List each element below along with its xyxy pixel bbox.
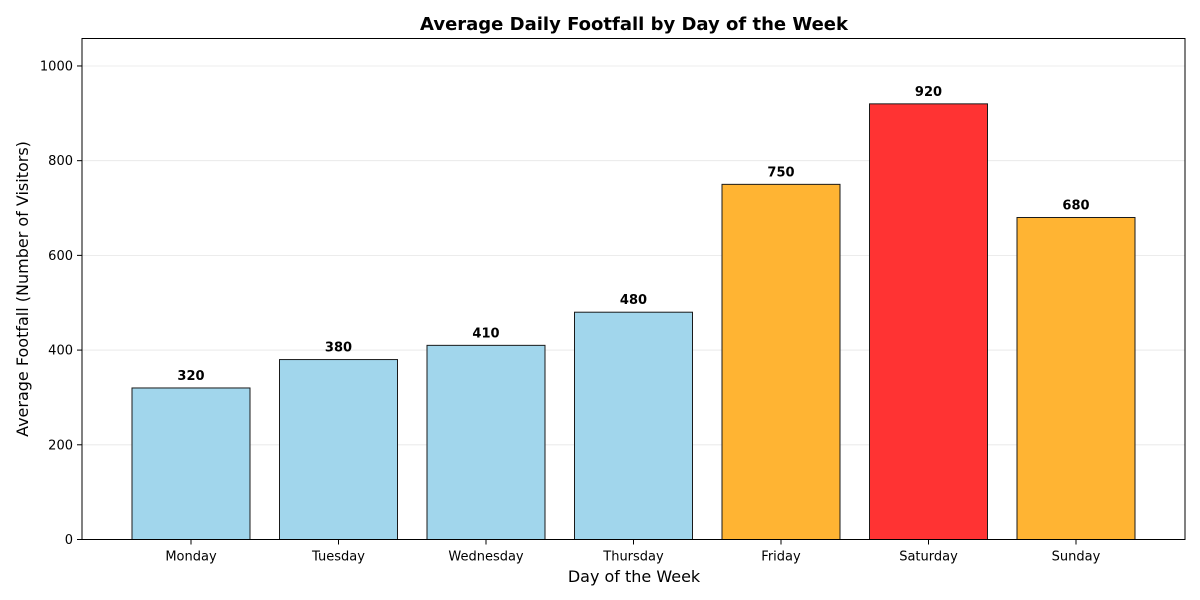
bar-sunday <box>1016 216 1136 540</box>
data-label: 320 <box>177 369 204 384</box>
x-tick-label: Sunday <box>1052 550 1101 565</box>
bar-wednesday <box>426 344 546 540</box>
y-tick-label: 0 <box>65 533 73 548</box>
x-tick-label: Friday <box>761 550 801 565</box>
y-tick-label: 400 <box>48 344 73 359</box>
bar-thursday <box>574 311 693 540</box>
data-label: 680 <box>1062 198 1089 213</box>
x-tick-label: Wednesday <box>448 550 524 565</box>
data-label: 410 <box>472 326 499 341</box>
data-label: 750 <box>767 165 794 180</box>
y-axis-label: Average Footfall (Number of Visitors) <box>13 141 32 437</box>
x-tick-label: Thursday <box>602 550 664 565</box>
y-tick-label: 1000 <box>40 59 73 74</box>
grid-lines <box>82 65 1185 446</box>
bar-friday <box>721 183 841 540</box>
y-tick-label: 800 <box>48 154 73 169</box>
data-label: 380 <box>325 341 352 356</box>
x-tick-label: Monday <box>165 550 217 565</box>
bars <box>131 103 1136 540</box>
x-axis-label: Day of the Week <box>568 567 701 586</box>
bar-monday <box>131 387 251 540</box>
data-label: 480 <box>620 293 647 308</box>
data-labels: 320 380 410 480 750 920 680 <box>177 85 1089 384</box>
bar-tuesday <box>279 359 398 540</box>
data-label: 920 <box>915 85 942 100</box>
x-tick-label: Saturday <box>899 550 958 565</box>
y-axis-ticks: 0 200 400 600 800 1000 <box>40 59 82 548</box>
y-tick-label: 600 <box>48 249 73 264</box>
x-axis-ticks: Monday Tuesday Wednesday Thursday Friday Satu… <box>165 539 1101 565</box>
x-tick-label: Tuesday <box>311 550 365 565</box>
bar-saturday <box>869 103 988 540</box>
y-tick-label: 200 <box>48 438 73 453</box>
chart-title: Average Daily Footfall by Day of the Wee… <box>420 14 849 35</box>
